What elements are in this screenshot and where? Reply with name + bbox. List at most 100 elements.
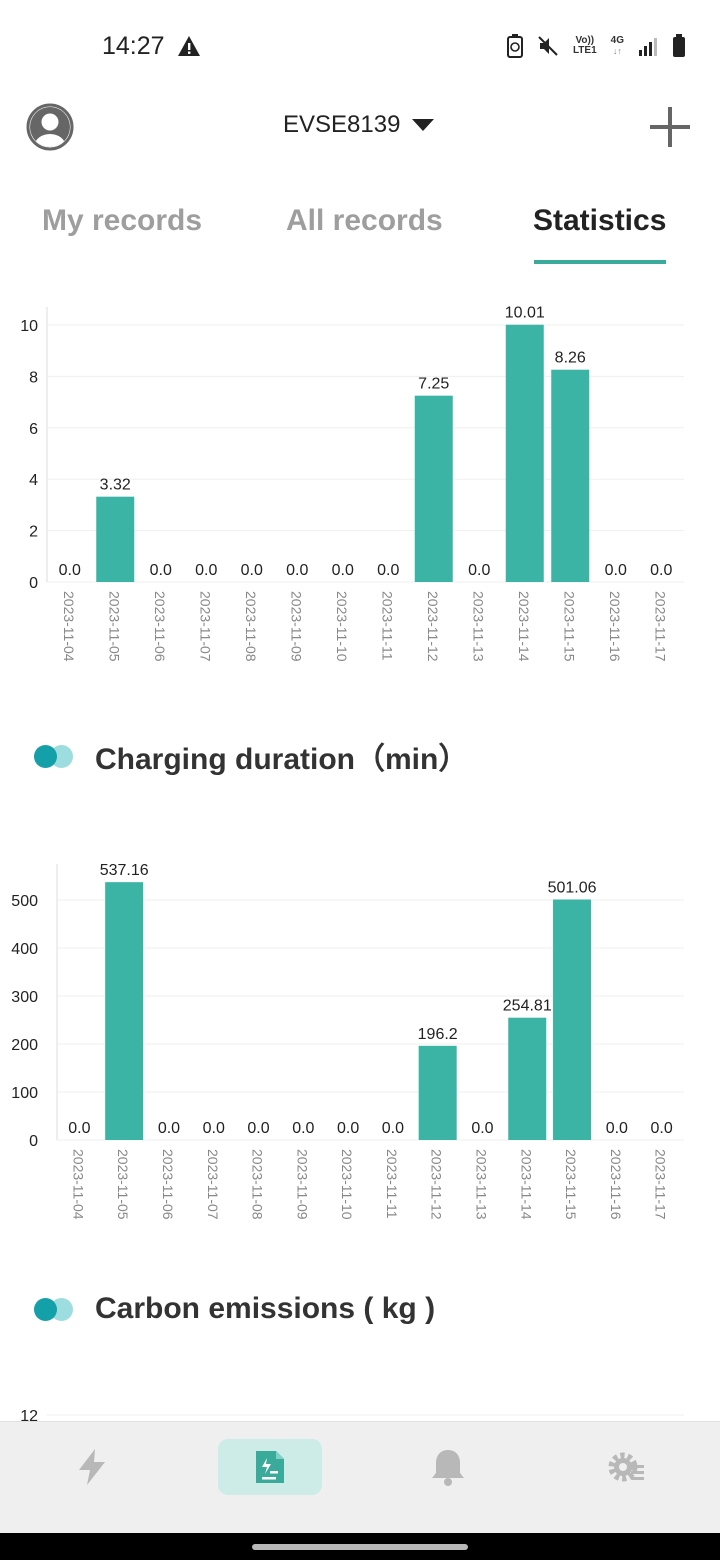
bar (553, 899, 592, 1140)
x-tick-label: 2023-11-08 (250, 1149, 266, 1220)
data-label: 0.0 (337, 1120, 359, 1137)
bell-icon (432, 1450, 464, 1486)
y-tick-label: 500 (11, 893, 38, 910)
y-tick-label: 10 (20, 318, 38, 335)
y-tick-label: 12 (20, 1408, 38, 1425)
network-gen: 4G (610, 35, 624, 46)
y-tick-label: 100 (11, 1085, 38, 1102)
add-icon[interactable] (648, 105, 692, 149)
x-tick-label: 2023-11-06 (152, 591, 168, 662)
bar (418, 1045, 457, 1140)
data-label: 10.01 (505, 305, 545, 322)
tab-active-indicator (534, 260, 666, 264)
signal-icon (639, 38, 657, 56)
y-tick-label: 8 (29, 369, 38, 386)
nav-settings[interactable] (574, 1439, 678, 1495)
data-indicator: 4G ↓↑ (610, 35, 624, 57)
data-label: 501.06 (548, 879, 597, 896)
carbon-emissions-title: Carbon emissions ( kg ) (95, 1292, 436, 1325)
data-label: 0.0 (241, 562, 263, 579)
device-selector[interactable]: EVSE8139 (283, 111, 435, 139)
y-tick-label: 4 (29, 472, 38, 489)
bar (551, 369, 590, 582)
settings-icon (608, 1452, 644, 1482)
avatar-icon[interactable] (26, 103, 74, 151)
bar (505, 324, 544, 582)
x-tick-label: 2023-11-13 (473, 1149, 489, 1220)
data-label: 0.0 (158, 1120, 180, 1137)
data-label: 0.0 (377, 562, 399, 579)
x-tick-label: 2023-11-07 (205, 1149, 221, 1220)
carbon-emissions-chart: 12 (20, 1408, 684, 1425)
x-tick-label: 2023-11-11 (384, 1149, 400, 1219)
y-tick-label: 300 (11, 989, 38, 1006)
charging-duration-chart: 0 100 200 300 400 500 0.0 2023-11-04 537.16 2023-… (11, 862, 684, 1220)
mute-icon (538, 36, 558, 56)
energy-chart: 0 2 4 6 8 10 0.0 2023-11-04 3.32 2023-11-05 0.0 202… (20, 305, 684, 662)
records-tabs: My records All records Statistics (0, 190, 720, 270)
y-tick-label: 6 (29, 421, 38, 438)
network-bottom: LTE1 (572, 45, 597, 56)
x-tick-label: 2023-11-07 (197, 591, 213, 662)
bar (105, 882, 144, 1140)
tab-my-records[interactable]: My records (42, 204, 203, 237)
x-tick-label: 2023-11-08 (243, 591, 259, 662)
data-label: 0.0 (471, 1120, 493, 1137)
data-label: 537.16 (100, 862, 149, 879)
x-tick-label: 2023-11-12 (425, 591, 441, 662)
warning-icon (178, 36, 200, 56)
app-header: EVSE8139 (0, 95, 720, 165)
data-label: 254.81 (503, 998, 552, 1015)
data-label: 0.0 (68, 1120, 90, 1137)
records-icon (256, 1451, 284, 1483)
x-tick-label: 2023-11-15 (563, 1149, 579, 1220)
device-name: EVSE8139 (283, 111, 401, 138)
data-label: 0.0 (468, 562, 490, 579)
data-label: 0.0 (195, 562, 217, 579)
charging-duration-header: Charging duration（min） (34, 734, 468, 778)
x-tick-label: 2023-11-16 (608, 1149, 624, 1220)
data-label: 0.0 (650, 1120, 672, 1137)
x-tick-label: 2023-11-10 (334, 591, 350, 662)
data-label: 3.32 (100, 477, 131, 494)
y-tick-label: 0 (29, 575, 38, 592)
data-label: 0.0 (59, 562, 81, 579)
caret-down-icon (412, 119, 435, 131)
x-tick-label: 2023-11-12 (429, 1149, 445, 1220)
x-tick-label: 2023-11-15 (561, 591, 577, 662)
data-label: 196.2 (418, 1026, 458, 1043)
x-tick-label: 2023-11-09 (288, 591, 304, 662)
tab-all-records[interactable]: All records (286, 204, 443, 237)
x-tick-label: 2023-11-09 (294, 1149, 310, 1220)
data-label: 7.25 (418, 376, 449, 393)
data-label: 0.0 (650, 562, 672, 579)
y-tick-label: 0 (29, 1133, 38, 1150)
x-tick-label: 2023-11-11 (379, 591, 395, 661)
status-icons: Vo)) LTE1 4G ↓↑ (506, 34, 686, 58)
nav-notifications[interactable] (396, 1439, 500, 1495)
data-label: 8.26 (555, 350, 586, 367)
lightning-icon (79, 1449, 105, 1485)
y-tick-label: 2 (29, 524, 38, 541)
x-tick-label: 2023-11-17 (652, 591, 668, 662)
nav-charging[interactable] (40, 1439, 144, 1495)
data-label: 0.0 (150, 562, 172, 579)
home-gesture-bar[interactable] (252, 1544, 468, 1550)
x-tick-label: 2023-11-04 (70, 1149, 86, 1220)
bottom-nav (0, 1421, 720, 1534)
data-label: 0.0 (382, 1120, 404, 1137)
y-tick-label: 200 (11, 1037, 38, 1054)
status-bar: 14:27 Vo)) LTE1 4G ↓↑ (0, 0, 720, 95)
data-label: 0.0 (606, 1120, 628, 1137)
x-tick-label: 2023-11-17 (653, 1149, 669, 1220)
carbon-emissions-header: Carbon emissions ( kg ) (34, 1292, 435, 1326)
data-label: 0.0 (605, 562, 627, 579)
volte-indicator: Vo)) LTE1 (573, 36, 597, 56)
tab-statistics[interactable]: Statistics (533, 204, 667, 237)
data-label: 0.0 (292, 1120, 314, 1137)
x-tick-label: 2023-11-14 (518, 1149, 534, 1220)
x-tick-label: 2023-11-04 (61, 591, 77, 662)
network-top: Vo)) (575, 35, 595, 46)
x-tick-label: 2023-11-05 (106, 591, 122, 662)
nav-records[interactable] (218, 1439, 322, 1495)
